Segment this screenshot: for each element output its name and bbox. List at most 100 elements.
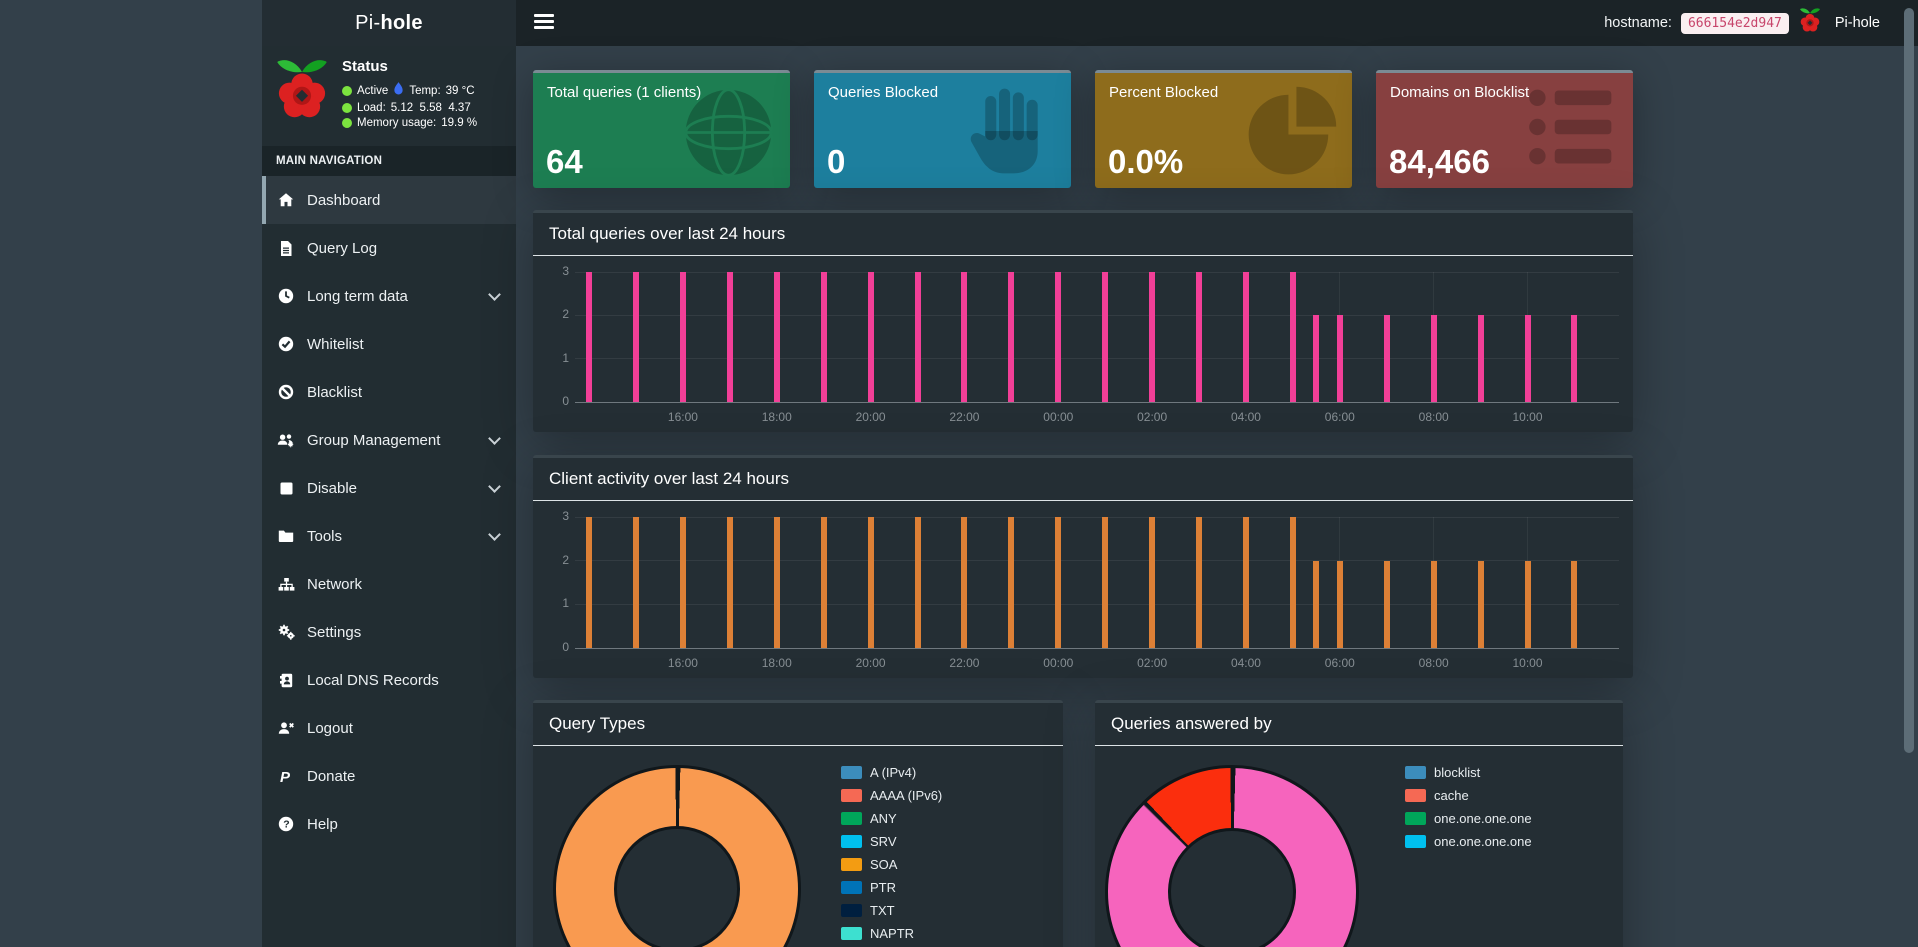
bar: [1336, 560, 1343, 648]
chevron-down-icon[interactable]: [488, 432, 501, 445]
bar: [632, 517, 639, 648]
sidebar-item-network[interactable]: Network: [262, 560, 516, 608]
sidebar-item-blacklist[interactable]: Blacklist: [262, 368, 516, 416]
sidebar-item-label: Local DNS Records: [307, 671, 439, 689]
legend-item[interactable]: AAAA (IPv6): [841, 788, 942, 803]
sidebar-item-label: Tools: [307, 527, 343, 545]
sidebar-item-label: Group Management: [307, 431, 441, 449]
legend-item[interactable]: A (IPv4): [841, 765, 942, 780]
sidebar-item-label: Disable: [307, 479, 358, 497]
sidebar-item-group-management[interactable]: Group Management: [262, 416, 516, 464]
legend-item[interactable]: one.one.one.one: [1405, 811, 1532, 826]
pie-chart-icon: [1246, 85, 1338, 182]
sidebar-item-dashboard[interactable]: Dashboard: [262, 176, 516, 224]
bar: [1102, 272, 1109, 402]
legend-swatch: [841, 927, 862, 940]
sidebar-item-local-dns-records[interactable]: Local DNS Records: [262, 656, 516, 704]
stat-card-queries-blocked: Queries Blocked 0: [814, 70, 1071, 188]
sidebar-item-query-log[interactable]: Query Log: [262, 224, 516, 272]
legend-item[interactable]: SRV: [841, 834, 942, 849]
sidebar-item-settings[interactable]: Settings: [262, 608, 516, 656]
x-axis-label: 02:00: [1137, 410, 1168, 424]
sidebar-item-whitelist[interactable]: Whitelist: [262, 320, 516, 368]
sitemap-icon: [276, 577, 296, 592]
bar: [1149, 272, 1156, 402]
legend-item[interactable]: TXT: [841, 903, 942, 918]
stat-card-title: Queries Blocked: [828, 84, 939, 101]
sidebar-item-donate[interactable]: P Donate: [262, 752, 516, 800]
gridline: [575, 603, 1619, 605]
query-types-donut[interactable]: [553, 765, 801, 947]
bar: [1149, 517, 1156, 648]
answered-by-panel: Queries answered by blocklist cache one.on…: [1095, 700, 1623, 947]
bar: [632, 272, 639, 402]
gridline: [575, 358, 1619, 360]
stat-card-value: 84,466: [1389, 143, 1490, 180]
globe-icon: [681, 85, 776, 185]
legend-item[interactable]: cache: [1405, 788, 1532, 803]
x-axis-label: 22:00: [949, 410, 980, 424]
legend-swatch: [841, 766, 862, 779]
sidebar-item-tools[interactable]: Tools: [262, 512, 516, 560]
bar: [1055, 272, 1062, 402]
legend-item[interactable]: one.one.one.one: [1405, 834, 1532, 849]
x-axis-label: 10:00: [1512, 656, 1543, 670]
y-axis-label: 3: [562, 264, 569, 278]
stat-card-value: 0.0%: [1108, 143, 1184, 180]
legend-label: ANY: [870, 811, 897, 826]
hostname-label: hostname:: [1604, 15, 1672, 31]
chevron-down-icon[interactable]: [488, 528, 501, 541]
legend-item[interactable]: NAPTR: [841, 926, 942, 941]
bar: [1383, 560, 1390, 648]
bar: [1336, 315, 1343, 402]
sidebar-item-long-term-data[interactable]: Long term data: [262, 272, 516, 320]
bar: [1571, 560, 1578, 648]
chevron-down-icon[interactable]: [488, 480, 501, 493]
sidebar-item-label: Donate: [307, 767, 356, 785]
x-axis-label: 10:00: [1512, 410, 1543, 424]
panel-title: Queries answered by: [1095, 703, 1623, 746]
chart-plot-area: [575, 271, 1619, 403]
sidebar-item-help[interactable]: ? Help: [262, 800, 516, 848]
legend-label: one.one.one.one: [1434, 811, 1532, 826]
bar: [914, 517, 921, 648]
chevron-down-icon[interactable]: [488, 288, 501, 301]
app-logo[interactable]: Pi-hole: [262, 0, 516, 46]
gridline: [575, 271, 1619, 273]
status-title: Status: [342, 58, 388, 75]
legend-label: NAPTR: [870, 926, 915, 941]
sidebar-toggle-icon[interactable]: [534, 14, 554, 32]
legend-label: one.one.one.one: [1434, 834, 1532, 849]
answered-by-donut[interactable]: [1105, 765, 1359, 947]
question-circle-icon: ?: [276, 816, 296, 832]
sidebar-item-logout[interactable]: Logout: [262, 704, 516, 752]
legend-label: TXT: [870, 903, 895, 918]
gridline: [575, 314, 1619, 316]
y-axis-label: 1: [562, 350, 569, 365]
legend-item[interactable]: ANY: [841, 811, 942, 826]
sidebar-menu: Dashboard Query Log Long term data Whitelis…: [262, 176, 516, 848]
legend-swatch: [841, 835, 862, 848]
x-axis-label: 06:00: [1324, 410, 1355, 424]
gridline: [575, 647, 1619, 649]
legend-item[interactable]: SOA: [841, 857, 942, 872]
bar: [1289, 272, 1296, 402]
y-axis-label: 0: [562, 640, 569, 654]
legend-item[interactable]: PTR: [841, 880, 942, 895]
bar: [586, 272, 593, 402]
total-queries-chart[interactable]: 0 1 2 3 16:00 18:00 20:00 22:00 00:00 02:00 04:00 0…: [549, 264, 1623, 426]
sidebar-item-disable[interactable]: Disable: [262, 464, 516, 512]
bar: [726, 272, 733, 402]
donut-hole: [614, 826, 740, 947]
query-types-panel: Query Types A (IPv4) AAAA (IPv6) ANY SRV SOA…: [533, 700, 1063, 947]
legend-swatch: [1405, 812, 1426, 825]
legend-item[interactable]: blocklist: [1405, 765, 1532, 780]
stop-icon: [276, 481, 296, 496]
y-axis-label: 2: [562, 307, 569, 322]
client-activity-chart[interactable]: 0 1 2 3 16:00 18:00 20:00 22:00 00:00 02:00 04:00 0…: [549, 509, 1623, 672]
scrollbar-thumb[interactable]: [1904, 8, 1914, 753]
bar: [586, 517, 593, 648]
stat-card-title: Domains on Blocklist: [1390, 84, 1530, 101]
x-axis-label: 20:00: [855, 656, 886, 670]
